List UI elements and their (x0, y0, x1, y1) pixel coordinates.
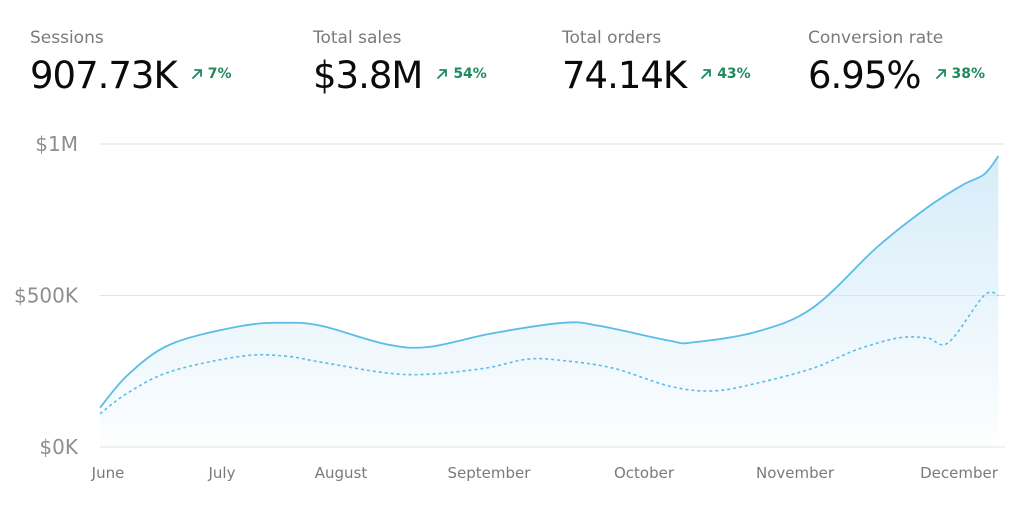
series-line-dashed (99, 291, 999, 415)
x-tick-label: December (920, 464, 999, 482)
metric-change-value: 7% (207, 66, 232, 82)
x-tick-label: June (91, 464, 125, 482)
series-area-fill (100, 156, 999, 447)
metric-label: Total orders (562, 28, 662, 48)
metric-total-orders: Total orders 74.14K 43% (562, 28, 751, 98)
metric-value: 74.14K (562, 54, 687, 97)
trend-up-arrow-icon (701, 69, 712, 79)
x-tick-label: July (208, 464, 236, 482)
metric-value: 6.95% (808, 54, 922, 97)
series-line-solid (99, 155, 1000, 409)
metric-change-value: 38% (951, 66, 986, 82)
trend-up-arrow-icon (191, 69, 202, 79)
y-tick-label: $0K (39, 435, 78, 459)
y-axis-ticks: $0K $500K $1M (14, 132, 79, 459)
metric-label: Sessions (30, 28, 104, 48)
metric-change-badge: 43% (700, 66, 751, 82)
x-axis-ticks: June July August September October November De… (91, 464, 999, 482)
metric-label: Total sales (313, 28, 402, 48)
x-tick-label: September (448, 464, 532, 482)
metric-conversion-rate: Conversion rate 6.95% 38% (808, 28, 985, 98)
metric-sessions: Sessions 907.73K 7% (30, 28, 232, 98)
metric-value: $3.8M (313, 54, 423, 97)
metric-change-badge: 54% (436, 66, 487, 82)
series-layer (99, 155, 1000, 447)
trend-up-arrow-icon (935, 69, 946, 79)
y-tick-label: $1M (35, 132, 78, 156)
x-tick-label: October (614, 464, 675, 482)
y-tick-label: $500K (14, 284, 79, 308)
metric-change-badge: 7% (191, 66, 232, 82)
x-tick-label: November (756, 464, 835, 482)
metric-change-value: 54% (453, 66, 487, 82)
metric-change-value: 43% (717, 66, 751, 82)
x-tick-label: August (315, 464, 368, 482)
metric-value: 907.73K (30, 54, 178, 97)
metric-label: Conversion rate (808, 28, 944, 48)
metric-change-badge: 38% (935, 66, 986, 82)
trend-up-arrow-icon (437, 69, 448, 79)
metric-total-sales: Total sales $3.8M 54% (313, 28, 487, 98)
